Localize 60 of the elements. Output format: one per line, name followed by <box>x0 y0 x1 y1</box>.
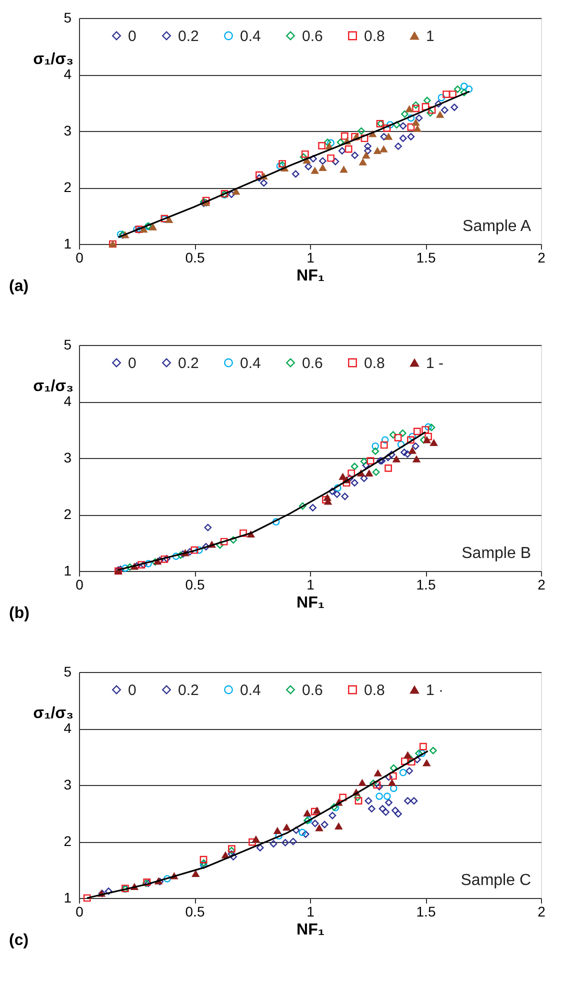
text: (c) <box>9 932 29 949</box>
x-tick-label: 2 <box>538 250 546 266</box>
legend-label: 0.2 <box>178 354 199 372</box>
x-tick-label: 1.5 <box>416 250 436 266</box>
x-axis-title: NF₁ <box>296 922 325 938</box>
y-tick-label: 2 <box>64 179 72 195</box>
y-tick-label: 3 <box>64 122 72 138</box>
x-tick-label: 0 <box>76 904 84 920</box>
legend-label: 0.4 <box>240 354 261 372</box>
x-axis-title: NF₁ <box>296 594 325 612</box>
text: (b) <box>9 605 30 622</box>
legend-label: 0.6 <box>302 28 323 45</box>
annotation: Sample C <box>460 872 531 889</box>
legend-label: 1 · <box>426 682 444 699</box>
legend-label: 0 <box>128 354 136 372</box>
legend-label: 1 - <box>426 354 444 372</box>
legend-label: 0 <box>128 28 136 45</box>
legend-label: 0.6 <box>302 354 323 372</box>
x-tick-label: 2 <box>538 576 546 592</box>
x-tick-label: 1 <box>306 576 315 592</box>
y-tick-label: 4 <box>64 393 72 409</box>
x-tick-label: 0 <box>76 576 84 592</box>
legend-label: 0.4 <box>240 28 261 45</box>
y-axis-title: σ₁/σ₃ <box>33 705 74 722</box>
y-tick-label: 1 <box>64 890 72 906</box>
y-tick-label: 3 <box>64 450 72 466</box>
y-axis-title: σ₁/σ₃ <box>33 51 74 68</box>
legend-label: 0.4 <box>240 682 261 699</box>
y-axis-title: σ₁/σ₃ <box>33 378 74 396</box>
legend-label: 0.8 <box>364 28 385 45</box>
x-tick-label: 1.5 <box>416 904 436 920</box>
y-tick-label: 2 <box>64 833 72 849</box>
x-tick-label: 0 <box>76 250 84 266</box>
legend-label: 0.8 <box>364 354 385 372</box>
x-tick-label: 2 <box>538 904 546 920</box>
y-tick-label: 4 <box>64 720 72 736</box>
legend-label: 0.2 <box>178 682 199 699</box>
x-tick-label: 1 <box>306 250 315 266</box>
text: (a) <box>9 278 29 295</box>
annotation: Sample A <box>462 218 532 235</box>
x-tick-label: 0.5 <box>185 576 205 592</box>
y-tick-label: 5 <box>64 336 72 352</box>
y-tick-label: 5 <box>64 664 72 680</box>
legend-label: 0.6 <box>302 682 323 699</box>
annotation: Sample B <box>462 545 531 562</box>
x-tick-label: 0.5 <box>185 250 205 266</box>
y-tick-label: 2 <box>64 506 72 522</box>
legend-label: 0.2 <box>178 28 199 45</box>
x-tick-label: 1 <box>306 904 315 920</box>
x-tick-label: 1.5 <box>416 576 436 592</box>
y-tick-label: 4 <box>64 66 72 82</box>
legend-label: 1 <box>426 28 434 45</box>
y-tick-label: 3 <box>64 776 72 792</box>
y-tick-label: 1 <box>64 562 72 578</box>
y-tick-label: 5 <box>64 10 72 26</box>
y-tick-label: 1 <box>64 236 72 252</box>
x-axis-title: NF₁ <box>296 268 325 284</box>
legend-label: 0 <box>128 682 136 699</box>
legend-label: 0.8 <box>364 682 385 699</box>
x-tick-label: 0.5 <box>185 904 205 920</box>
